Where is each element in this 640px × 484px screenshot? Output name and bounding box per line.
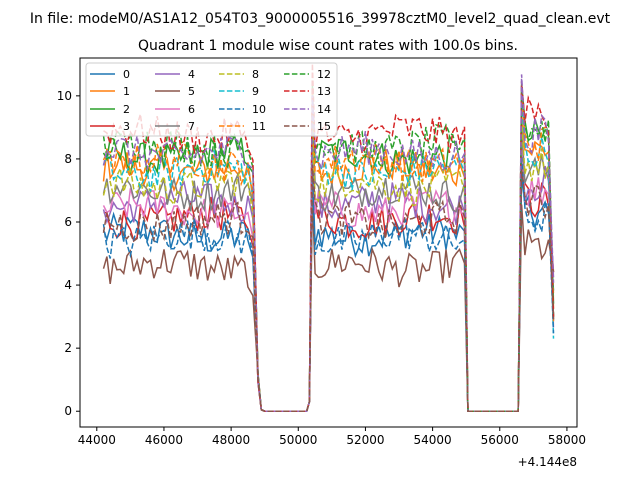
figure-suptitle: In file: modeM0/AS1A12_054T03_9000005516… <box>29 11 611 27</box>
y-tick-label: 8 <box>64 152 72 166</box>
x-tick-label: 50000 <box>279 433 317 447</box>
x-tick-label: 52000 <box>346 433 384 447</box>
x-axis-offset-label: +4.144e8 <box>518 455 577 469</box>
y-tick-label: 6 <box>64 215 72 229</box>
x-axis: 44000 46000 48000 50000 52000 54000 56000 58000 <box>78 427 586 447</box>
series-line-15 <box>102 164 555 412</box>
y-tick-label: 4 <box>64 278 72 292</box>
series-line-11 <box>102 91 555 412</box>
y-tick-label: 2 <box>64 341 72 355</box>
x-tick-label: 46000 <box>145 433 183 447</box>
series-line-12 <box>102 92 555 412</box>
x-tick-label: 56000 <box>481 433 519 447</box>
legend-label-15: 15 <box>317 120 331 133</box>
legend-label-5: 5 <box>188 85 195 98</box>
series-line-0 <box>102 166 555 412</box>
legend-label-6: 6 <box>188 103 195 116</box>
legend-label-12: 12 <box>317 68 331 81</box>
legend-label-13: 13 <box>317 85 331 98</box>
legend-label-9: 9 <box>252 85 259 98</box>
series-line-6 <box>102 135 555 412</box>
x-tick-label: 48000 <box>212 433 250 447</box>
series-line-9 <box>102 102 555 412</box>
legend-label-10: 10 <box>252 103 266 116</box>
legend-label-4: 4 <box>188 68 195 81</box>
x-tick-label: 44000 <box>78 433 116 447</box>
legend-label-2: 2 <box>123 103 130 116</box>
y-axis: 0 2 4 6 8 10 <box>57 89 80 418</box>
series-line-10 <box>102 156 555 412</box>
legend-label-14: 14 <box>317 103 331 116</box>
series-line-5 <box>102 196 555 412</box>
legend-box <box>85 62 338 137</box>
legend-label-1: 1 <box>123 85 130 98</box>
legend-label-11: 11 <box>252 120 266 133</box>
series-line-7 <box>102 124 555 412</box>
legend-label-7: 7 <box>188 120 195 133</box>
legend-label-8: 8 <box>252 68 259 81</box>
series-line-8 <box>102 117 555 412</box>
plot-frame <box>79 57 578 428</box>
legend-label-3: 3 <box>123 120 130 133</box>
y-tick-label: 10 <box>57 89 72 103</box>
y-tick-label: 0 <box>64 404 72 418</box>
chart-title: Quadrant 1 module wise count rates with … <box>138 38 518 54</box>
series-line-14 <box>102 74 555 412</box>
x-tick-label: 58000 <box>548 433 586 447</box>
legend-label-0: 0 <box>123 68 130 81</box>
plot-lines <box>102 63 555 412</box>
x-tick-label: 54000 <box>414 433 452 447</box>
